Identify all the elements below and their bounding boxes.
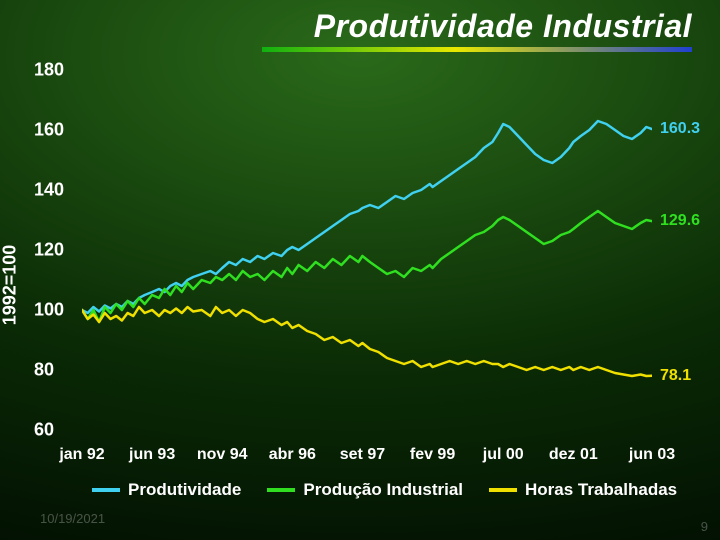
page-title: Produtividade Industrial: [262, 8, 692, 45]
x-tick: jun 03: [629, 446, 675, 464]
legend-label: Produção Industrial: [303, 480, 463, 500]
y-tick: 60: [34, 420, 54, 441]
chart-svg: [82, 70, 652, 430]
legend-swatch: [92, 488, 120, 492]
title-block: Produtividade Industrial: [262, 8, 692, 52]
title-underline: [262, 47, 692, 52]
legend-label: Produtividade: [128, 480, 241, 500]
legend-item-producao: Produção Industrial: [267, 480, 463, 500]
legend: Produtividade Produção Industrial Horas …: [92, 480, 692, 500]
x-tick: jul 00: [483, 446, 524, 464]
x-tick: nov 94: [197, 446, 248, 464]
y-tick: 140: [34, 180, 64, 201]
legend-label: Horas Trabalhadas: [525, 480, 677, 500]
plot-area: [82, 70, 652, 430]
x-tick: jun 93: [129, 446, 175, 464]
footer-date: 10/19/2021: [40, 511, 105, 526]
legend-swatch: [267, 488, 295, 492]
series-end-label: 160.3: [660, 120, 700, 138]
x-tick: jan 92: [59, 446, 104, 464]
y-tick: 120: [34, 240, 64, 261]
x-tick: abr 96: [269, 446, 316, 464]
legend-swatch: [489, 488, 517, 492]
y-tick: 80: [34, 360, 54, 381]
y-tick: 160: [34, 120, 64, 141]
legend-item-horas: Horas Trabalhadas: [489, 480, 677, 500]
y-axis-label: 1992=100: [0, 245, 21, 326]
series-end-label: 78.1: [660, 367, 691, 385]
y-tick: 100: [34, 300, 64, 321]
legend-item-produtividade: Produtividade: [92, 480, 241, 500]
chart-area: 1992=100 Produtividade Produção Industri…: [32, 70, 692, 500]
x-tick: dez 01: [549, 446, 598, 464]
x-tick: set 97: [340, 446, 385, 464]
slide-number: 9: [701, 519, 708, 534]
x-tick: fev 99: [410, 446, 455, 464]
y-tick: 180: [34, 60, 64, 81]
series-end-label: 129.6: [660, 212, 700, 230]
